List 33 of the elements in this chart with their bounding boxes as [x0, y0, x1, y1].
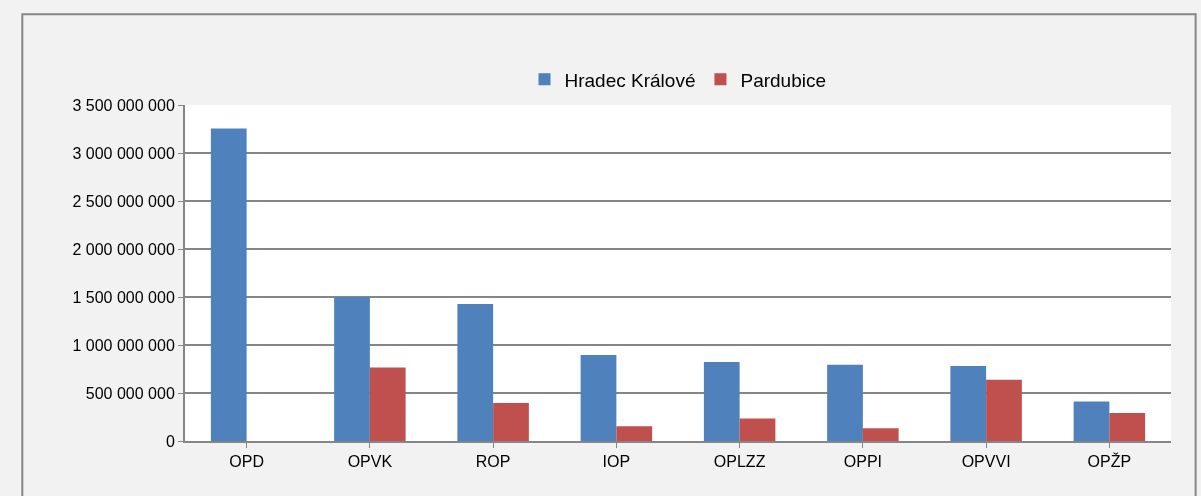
bar [739, 418, 776, 441]
bar [580, 354, 617, 441]
y-tick-label: 3 500 000 000 [72, 96, 175, 114]
bar [986, 379, 1022, 441]
bar [1073, 401, 1110, 441]
x-tick-label: IOP [602, 453, 631, 471]
x-tick-label: OPVVI [961, 453, 1011, 471]
y-tick-label: 2 000 000 000 [72, 240, 175, 258]
x-tick-label: OPPI [843, 453, 882, 471]
bar [862, 428, 899, 441]
bar [1109, 412, 1146, 441]
y-tick-label: 3 000 000 000 [72, 144, 175, 162]
y-tick-label: 1 500 000 000 [72, 288, 175, 306]
bar [210, 128, 247, 441]
bar [827, 364, 863, 441]
y-tick-label: 2 500 000 000 [72, 192, 175, 210]
bar [369, 367, 406, 441]
bar [950, 366, 987, 441]
x-tick-label: OPVK [347, 453, 393, 471]
x-tick-label: ROP [475, 453, 511, 471]
y-tick-label: 500 000 000 [85, 384, 175, 402]
x-tick-label: OPŽP [1087, 452, 1132, 471]
y-tick-label: 1 000 000 000 [72, 336, 175, 354]
y-tick-label: 0 [165, 432, 175, 450]
legend-label: Hradec Králové [564, 69, 696, 91]
bar [457, 304, 494, 441]
x-tick-label: OPLZZ [713, 453, 766, 471]
bar [616, 426, 653, 441]
bar [334, 297, 370, 441]
bar [493, 402, 529, 441]
x-tick-label: OPD [229, 453, 264, 471]
bar [703, 361, 740, 441]
legend-label: Pardubice [740, 69, 827, 91]
